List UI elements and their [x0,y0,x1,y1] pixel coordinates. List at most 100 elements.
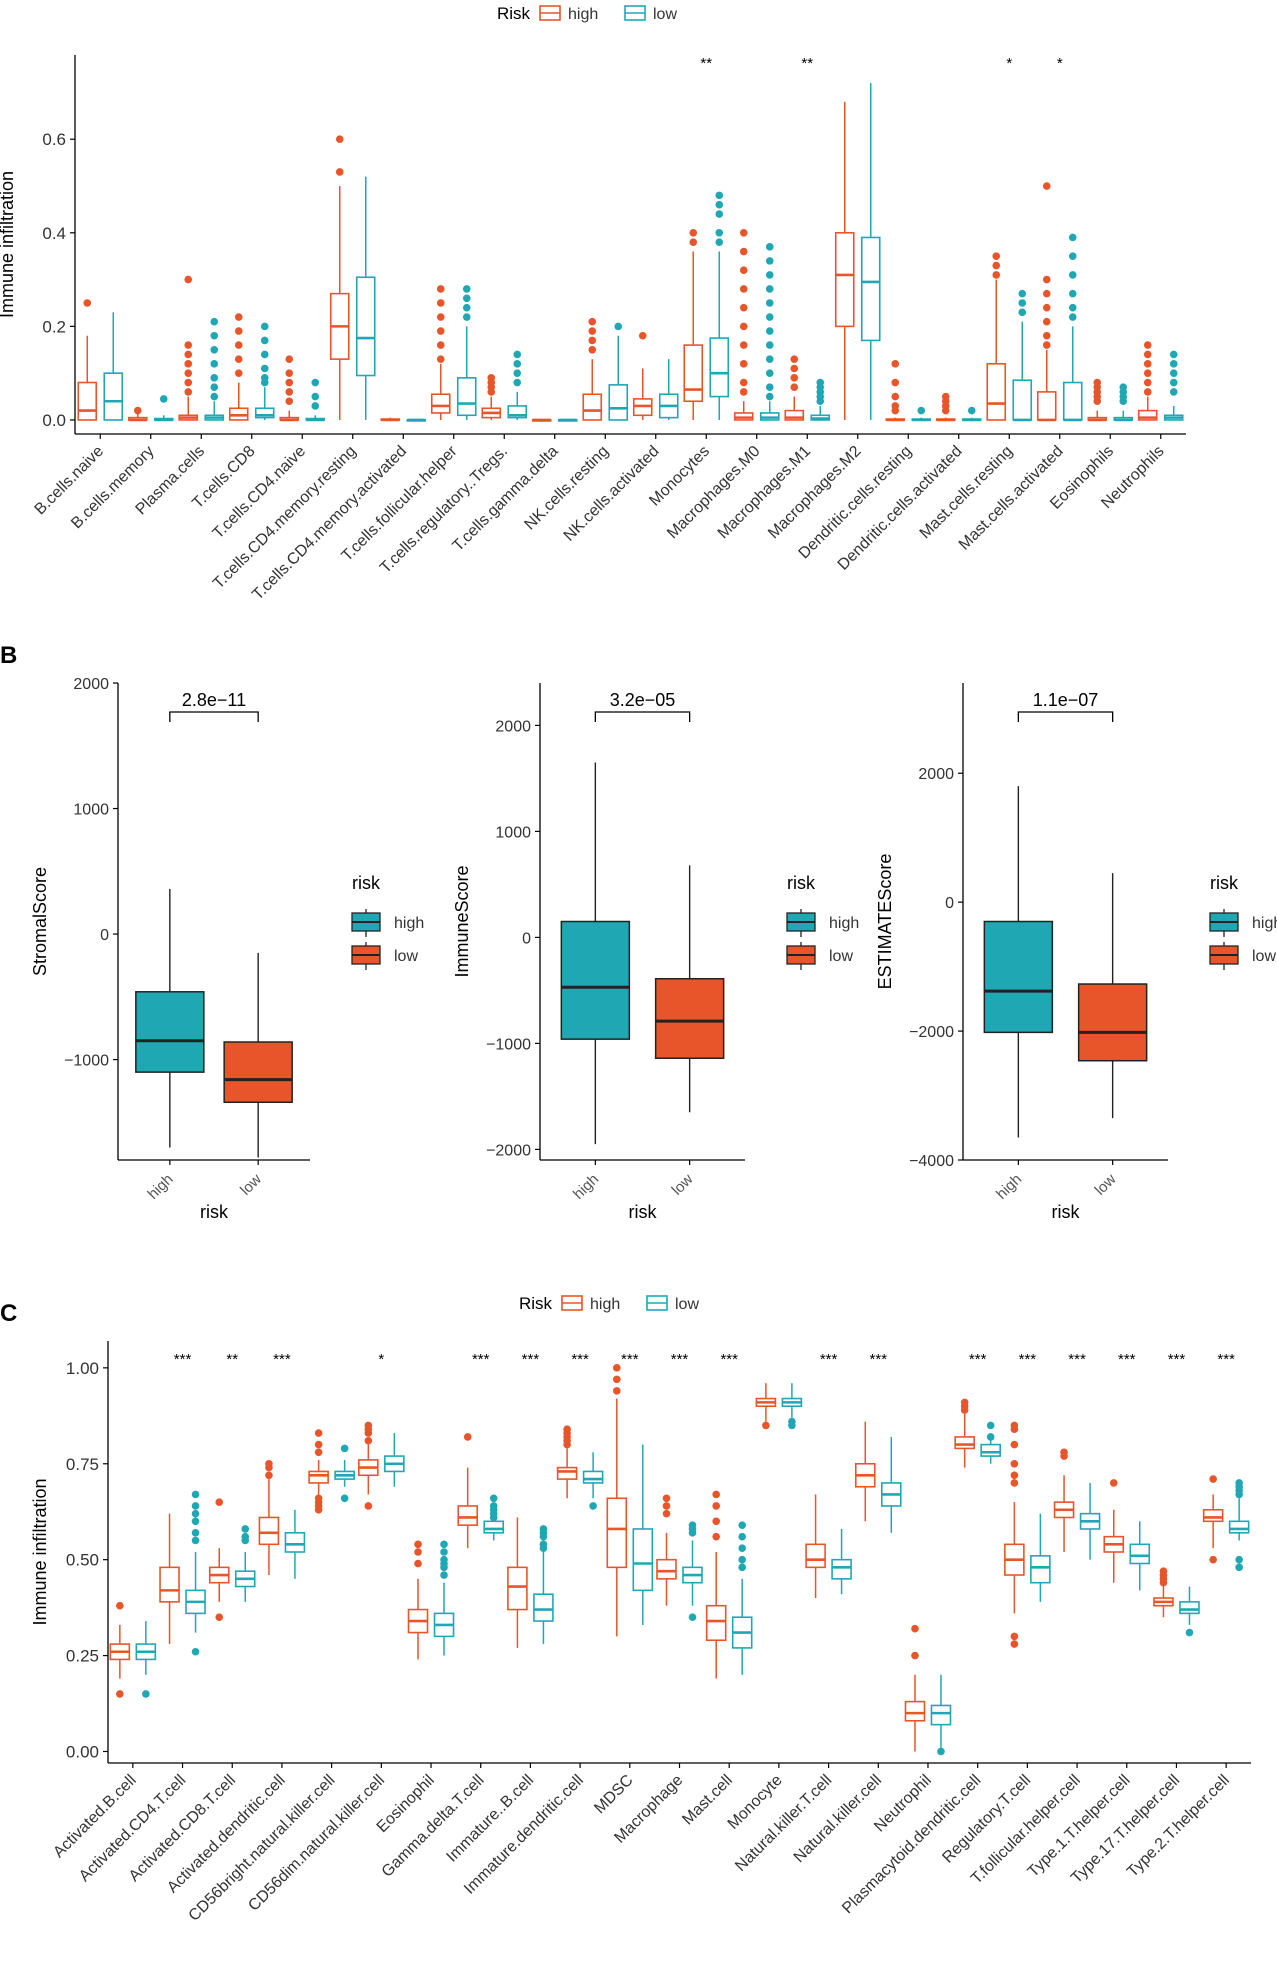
outlier-high [992,261,1001,270]
outlier-high [265,1471,273,1480]
box-low [1030,1555,1051,1584]
outlier-high [414,1559,422,1568]
outlier-low [462,313,471,321]
outlier-low [765,369,774,377]
outlier-low [260,336,269,345]
significance-label: *** [820,1351,838,1368]
outlier-high [739,388,748,396]
outlier-high [184,341,193,349]
panel-letter: C [0,1300,17,1327]
box-high [683,344,704,403]
outlier-low [986,1421,995,1430]
significance-label: *** [174,1351,192,1368]
p-value-label: 1.1e−07 [1033,690,1099,710]
outlier-low [1169,360,1178,368]
box-low [1012,379,1033,421]
y-tick-label: 0.00 [66,1742,99,1761]
significance-label: *** [1068,1351,1086,1368]
outlier-high [911,1651,919,1660]
outlier-low [589,1502,597,1510]
legend-label-high: high [590,1296,620,1313]
outlier-low [210,331,219,340]
y-tick-label: 0.50 [66,1551,99,1570]
outlier-high [891,406,900,415]
outlier-low [462,285,471,293]
outlier-low [513,360,522,368]
outlier-high [662,1502,671,1510]
box-high [656,1558,677,1580]
outlier-low [440,1571,448,1579]
outlier-high [891,360,900,368]
box-high [77,381,98,421]
box-low [1062,381,1083,421]
panel-letter: B [0,642,17,669]
y-axis-label: StromalScore [30,867,50,976]
box-high [1137,409,1158,421]
outlier-low [539,1540,548,1549]
outlier-high [335,135,344,144]
outlier-high [436,355,445,363]
subplot-immunescore: −2000 −1000 0 1000 2000 ImmuneScore risk high lo… [452,683,859,1222]
outlier-low [191,1490,200,1499]
y-tick-label: 0 [522,930,531,947]
outlier-low [260,350,269,359]
outlier-low [967,406,976,415]
y-axis-label: Immune infiltration [0,171,17,318]
box-low [582,1470,604,1484]
legend-label-high: high [394,915,424,932]
outlier-high [184,350,193,359]
outlier-high [739,341,748,349]
outlier-low [241,1525,250,1533]
outlier-low [539,1525,548,1533]
significance-label: *** [1168,1351,1186,1368]
outlier-high [1042,331,1051,340]
outlier-low [489,1494,498,1503]
x-axis-label: risk [1052,1202,1081,1222]
outlier-high [364,1436,373,1445]
box-low [608,384,629,421]
box-high [983,920,1054,1034]
outlier-low [738,1521,746,1529]
outlier-high [314,1448,323,1457]
outlier-low [1068,303,1077,312]
outlier-low [788,1417,796,1426]
outlier-high [1042,289,1051,298]
box-low [254,407,275,419]
outlier-high [215,1498,224,1506]
outlier-high [588,327,597,335]
significance-label: *** [720,1351,738,1368]
outlier-low [191,1509,200,1518]
outlier-high [712,1532,720,1541]
outlier-high [960,1398,969,1407]
box-high [582,393,603,421]
outlier-high [790,364,799,373]
significance-label: ** [226,1351,238,1368]
outlier-low [1018,299,1027,307]
outlier-high [1143,350,1152,359]
legend-label-low: low [1252,948,1276,965]
subplot-stromalscore: −1000 0 1000 2000 StromalScore risk high low 2.8… [30,676,424,1222]
box-low [1228,1520,1250,1534]
y-tick-label: −4000 [909,1153,954,1170]
outlier-high [891,378,900,387]
outlier-low [765,313,774,321]
outlier-low [311,402,320,410]
outlier-high [414,1540,422,1549]
outlier-high [662,1509,671,1518]
outlier-high [762,1421,770,1430]
outlier-high [414,1548,422,1556]
x-axis-label: risk [629,1202,658,1222]
outlier-high [285,388,294,396]
outlier-high [436,313,445,321]
outlier-low [1169,350,1178,359]
y-tick-label: 2000 [495,718,531,735]
box-high [1036,391,1057,421]
outlier-low [937,1747,945,1756]
outlier-high [116,1690,124,1698]
outlier-low [260,364,269,373]
box-low [831,1558,852,1580]
y-tick-label: 0.2 [42,317,66,336]
outlier-low [191,1517,200,1526]
outlier-high [790,355,799,363]
